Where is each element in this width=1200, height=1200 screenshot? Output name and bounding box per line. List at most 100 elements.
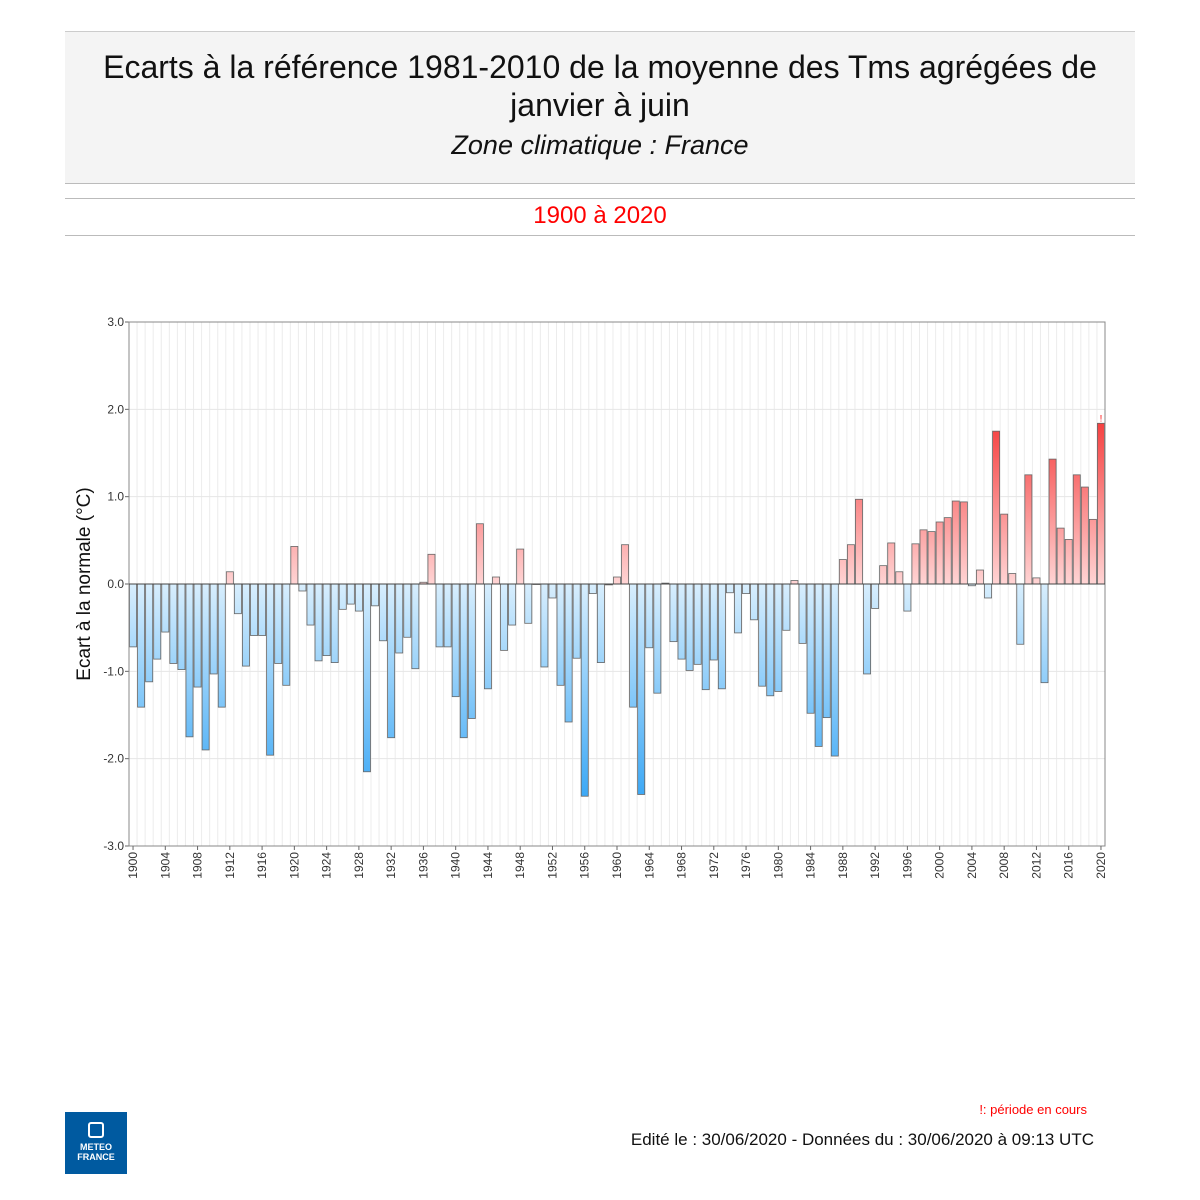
bar-1919	[282, 583, 291, 686]
x-tick-label: 2008	[997, 852, 1011, 879]
bar-2010	[1016, 583, 1025, 645]
bar-1989	[846, 544, 855, 585]
bar-1964	[645, 583, 654, 649]
x-tick-label: 1928	[352, 852, 366, 879]
bar-1901	[137, 583, 146, 708]
x-tick-label: 1948	[513, 852, 527, 879]
bar-1981	[782, 583, 791, 631]
bar-1991	[863, 583, 871, 675]
bar-1905	[169, 583, 178, 664]
bar-1909	[201, 583, 210, 751]
bar-1940	[451, 583, 460, 698]
period-box: 1900 à 2020	[65, 198, 1135, 236]
edition-info: Edité le : 30/06/2020 - Données du : 30/…	[630, 1130, 1094, 1149]
bar-1942	[467, 583, 476, 719]
bar-1949	[524, 583, 533, 624]
x-tick-label: 1992	[868, 852, 882, 879]
bar-1944	[484, 583, 492, 690]
bar-1971	[701, 583, 710, 691]
bar-1904	[161, 583, 170, 633]
x-tick-label: 2016	[1062, 852, 1076, 879]
y-tick-label: 0.0	[107, 577, 124, 591]
bar-1939	[443, 583, 452, 648]
bar-1907	[185, 583, 194, 738]
bar-1928	[354, 583, 363, 612]
bar-1975	[734, 583, 742, 634]
bar-1945	[492, 576, 500, 585]
bar-1972	[709, 583, 718, 661]
bar-1970	[693, 583, 702, 665]
bar-1974	[725, 583, 734, 594]
bar-1978	[758, 583, 767, 687]
x-tick-label: 1980	[771, 852, 785, 879]
x-tick-label: 1912	[223, 852, 237, 879]
bar-1988	[838, 559, 847, 585]
current-period-note: !: période en cours	[979, 1102, 1087, 1117]
x-tick-label: 1940	[449, 852, 463, 879]
bar-1951	[540, 583, 549, 668]
bar-1935	[411, 583, 420, 670]
bar-1925	[330, 583, 339, 663]
bar-1963	[637, 583, 646, 795]
bar-1960	[613, 576, 621, 585]
bar-1947	[508, 583, 517, 626]
x-tick-label: 2004	[965, 852, 979, 879]
bar-2006	[984, 583, 992, 599]
bar-1996	[903, 583, 912, 612]
x-tick-label: 1932	[384, 852, 398, 879]
bar-2011	[1024, 474, 1033, 585]
bar-1999	[927, 531, 936, 585]
bar-1930	[371, 583, 379, 607]
bar-1973	[717, 583, 726, 690]
x-tick-label: 1956	[578, 852, 592, 879]
bar-2013	[1040, 583, 1049, 684]
x-tick-label: 1988	[836, 852, 850, 879]
bar-1923	[314, 583, 323, 662]
bar-2005	[976, 569, 984, 585]
x-tick-label: 1972	[707, 852, 721, 879]
bar-1937	[427, 553, 436, 585]
x-tick-label: 1952	[545, 852, 559, 879]
bar-1987	[830, 583, 839, 757]
bar-1998	[919, 529, 928, 585]
y-tick-label: -1.0	[103, 664, 124, 678]
x-tick-label: 1996	[900, 852, 914, 879]
bar-1918	[274, 583, 283, 664]
bar-1921	[298, 583, 307, 592]
meteo-france-logo: METEO FRANCE	[65, 1112, 127, 1174]
logo-mark-icon	[88, 1122, 104, 1138]
x-tick-label: 1904	[158, 852, 172, 879]
x-tick-label: 1920	[287, 852, 301, 879]
bar-1985	[814, 583, 823, 747]
x-tick-label: 1900	[126, 852, 140, 879]
bar-1915	[250, 583, 258, 636]
bar-1976	[742, 583, 750, 595]
bar-2017	[1072, 474, 1081, 585]
bar-1917	[266, 583, 275, 756]
bar-1958	[596, 583, 605, 663]
bar-1906	[177, 583, 186, 670]
bar-1980	[774, 583, 783, 692]
bar-1916	[258, 583, 267, 636]
y-axis-label: Ecart à la normale (°C)	[74, 487, 95, 680]
bar-1982	[790, 580, 799, 585]
bar-1900	[129, 583, 137, 648]
bar-1933	[395, 583, 404, 654]
bar-1977	[750, 583, 759, 621]
bar-1955	[572, 583, 581, 659]
bar-1969	[685, 583, 694, 671]
bar-1934	[403, 583, 412, 638]
bar-1931	[379, 583, 388, 642]
bar-1994	[887, 542, 896, 585]
bar-2001	[943, 517, 952, 585]
x-tick-label: 1960	[610, 852, 624, 879]
bar-2012	[1032, 577, 1041, 585]
bar-1997	[911, 543, 920, 585]
y-tick-label: -3.0	[103, 839, 124, 853]
x-tick-label: 1968	[675, 852, 689, 879]
bar-1993	[879, 565, 888, 585]
bar-1948	[516, 548, 525, 585]
current-period-marker: !	[1100, 413, 1103, 423]
x-tick-label: 2000	[933, 852, 947, 879]
